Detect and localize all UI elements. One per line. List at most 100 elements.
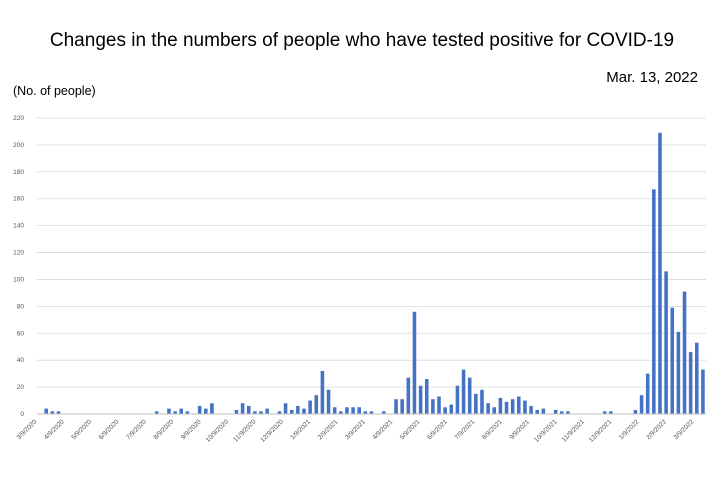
bar xyxy=(332,407,337,414)
x-tick-label: 5/9/2021 xyxy=(399,418,422,441)
bar xyxy=(50,411,55,414)
chart-title: Changes in the numbers of people who hav… xyxy=(49,30,675,51)
y-tick-label: 140 xyxy=(13,223,24,230)
bar xyxy=(204,408,208,414)
y-tick-label: 180 xyxy=(13,169,24,176)
bar xyxy=(345,407,349,414)
bar xyxy=(253,411,257,414)
bar xyxy=(154,411,159,414)
bar xyxy=(676,331,681,414)
bar xyxy=(566,411,570,414)
bar xyxy=(474,393,478,414)
x-tick-label: 2/9/2022 xyxy=(645,418,668,441)
x-tick-label: 8/9/2020 xyxy=(152,418,175,441)
bar xyxy=(369,411,374,414)
bar xyxy=(363,411,368,414)
bar xyxy=(289,409,294,414)
bar xyxy=(461,369,466,414)
bar xyxy=(179,408,184,414)
bar xyxy=(437,396,441,414)
bar xyxy=(645,373,650,414)
x-tick-label: 1/9/2021 xyxy=(289,418,312,441)
bar xyxy=(382,411,386,414)
bar xyxy=(296,405,300,414)
bar xyxy=(418,385,423,414)
bar xyxy=(357,407,361,414)
bar xyxy=(492,407,497,414)
bar xyxy=(559,411,564,414)
bar xyxy=(240,403,245,414)
y-axis-ticks: 0 20 40 60 80 100 120 140 160 180 200 220 xyxy=(13,115,24,418)
bar xyxy=(320,370,325,414)
x-tick-label: 10/9/2021 xyxy=(533,418,559,444)
x-tick-label: 4/9/2021 xyxy=(371,418,394,441)
bar xyxy=(523,400,527,414)
x-tick-label: 7/9/2020 xyxy=(125,418,148,441)
chart-date: Mar. 13, 2022 xyxy=(606,69,698,86)
bar xyxy=(498,397,503,414)
bar xyxy=(173,411,177,414)
bar xyxy=(412,311,417,414)
bar xyxy=(56,411,61,414)
y-tick-label: 220 xyxy=(13,115,24,122)
x-tick-label: 2/9/2021 xyxy=(317,418,340,441)
bar xyxy=(443,407,447,414)
y-tick-label: 120 xyxy=(13,250,24,257)
bar xyxy=(308,400,312,414)
bar xyxy=(553,409,558,414)
x-axis-ticks: 3/9/2020 4/9/2020 5/9/2020 6/9/2020 7/9/2020… xyxy=(16,418,696,444)
bar xyxy=(277,411,282,414)
bar xyxy=(424,379,429,414)
x-tick-label: 5/9/2020 xyxy=(70,418,93,441)
bar xyxy=(682,291,687,414)
bar xyxy=(541,408,546,414)
x-tick-label: 6/9/2021 xyxy=(426,418,449,441)
bar xyxy=(265,408,269,414)
x-tick-label: 11/9/2021 xyxy=(561,418,586,443)
bar xyxy=(688,352,693,414)
x-tick-label: 3/9/2022 xyxy=(673,418,696,441)
x-tick-label: 9/9/2021 xyxy=(508,418,531,441)
bar xyxy=(234,409,239,414)
y-tick-label: 20 xyxy=(17,384,25,391)
bar xyxy=(283,403,288,414)
x-tick-label: 4/9/2020 xyxy=(43,418,66,441)
x-tick-label: 12/9/2020 xyxy=(259,418,285,444)
x-tick-label: 8/9/2021 xyxy=(481,418,504,441)
bar xyxy=(455,385,460,414)
bar xyxy=(197,405,202,414)
x-tick-label: 10/9/2020 xyxy=(205,418,231,444)
bar xyxy=(639,395,644,414)
x-tick-label: 11/9/2020 xyxy=(232,418,257,443)
y-tick-label: 60 xyxy=(17,330,25,337)
bar xyxy=(609,411,613,414)
bar xyxy=(400,399,404,414)
x-tick-label: 6/9/2020 xyxy=(98,418,121,441)
bar xyxy=(185,411,190,414)
bar xyxy=(467,377,472,414)
bar xyxy=(167,408,171,414)
y-tick-label: 0 xyxy=(20,411,24,418)
x-tick-label: 3/9/2020 xyxy=(16,418,39,441)
bar xyxy=(535,409,539,414)
bar xyxy=(449,404,454,414)
bar xyxy=(210,403,214,414)
bar xyxy=(633,409,638,414)
x-tick-label: 1/9/2022 xyxy=(618,418,641,441)
bar xyxy=(670,307,675,414)
y-tick-label: 160 xyxy=(13,196,24,203)
bar xyxy=(658,132,662,415)
bar xyxy=(259,411,263,414)
x-tick-label: 9/9/2020 xyxy=(180,418,203,441)
bar xyxy=(326,389,331,414)
bar xyxy=(480,389,484,414)
bar xyxy=(517,396,521,414)
bar xyxy=(695,342,699,414)
bar xyxy=(510,399,515,414)
bar xyxy=(664,271,668,414)
bar xyxy=(504,401,509,414)
bar xyxy=(314,395,319,414)
y-tick-label: 40 xyxy=(17,357,25,364)
bars xyxy=(44,132,705,415)
